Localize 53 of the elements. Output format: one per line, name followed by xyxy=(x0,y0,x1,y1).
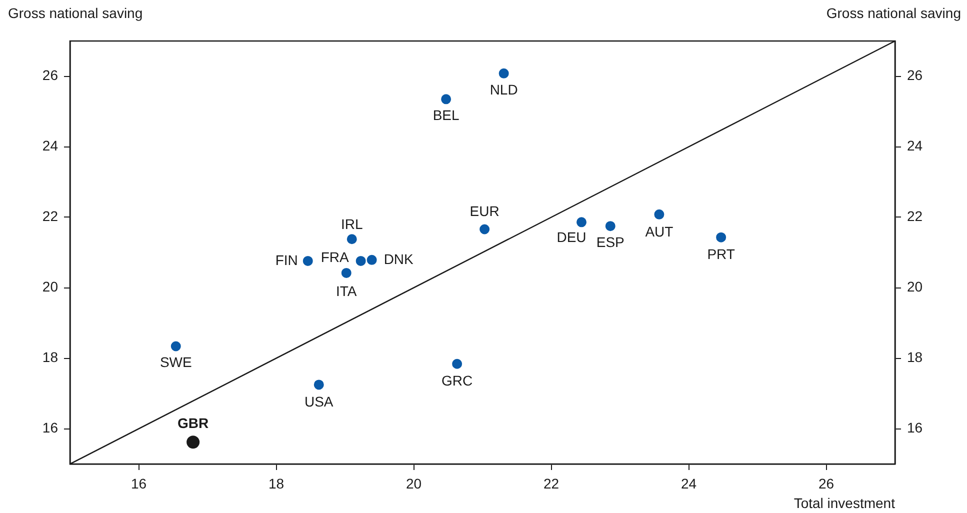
point xyxy=(356,256,366,266)
point xyxy=(576,217,586,228)
y2-tick-label: 24 xyxy=(907,138,923,154)
annotation: AUT xyxy=(645,223,674,240)
annotation: BEL xyxy=(432,107,460,124)
annotation: ESP xyxy=(596,234,624,250)
y2-axis-title: Gross national saving xyxy=(826,5,961,21)
y-tick-label: 18 xyxy=(42,349,58,366)
point xyxy=(498,68,509,78)
point xyxy=(716,232,726,242)
annotation: EUR xyxy=(470,203,500,220)
annotation: PRT xyxy=(707,246,736,262)
x-tick-label: 18 xyxy=(268,475,284,492)
point xyxy=(480,224,490,234)
y-tick-label: 26 xyxy=(42,67,58,84)
x-tick-label: 22 xyxy=(543,475,560,492)
x-axis-title: Total investment xyxy=(794,495,896,511)
annotation: GBR xyxy=(178,415,209,432)
point xyxy=(654,209,664,220)
point xyxy=(452,358,462,369)
point xyxy=(341,268,352,278)
point xyxy=(170,341,181,352)
annotation: DNK xyxy=(384,250,414,267)
annotation: FIN xyxy=(275,252,298,268)
annotation: USA xyxy=(304,394,334,410)
y2-tick-label: 20 xyxy=(907,278,923,295)
x-tick-label: 16 xyxy=(130,475,147,492)
point xyxy=(605,221,616,232)
y2-tick-label: 16 xyxy=(907,420,923,436)
point xyxy=(302,256,313,266)
annotation: GRC xyxy=(442,372,473,389)
x-tick-label: 24 xyxy=(680,475,697,492)
y-tick-label: 16 xyxy=(42,420,58,436)
point xyxy=(366,254,377,265)
x-tick-label: 26 xyxy=(818,475,834,492)
point xyxy=(346,234,357,244)
annotation: IRL xyxy=(340,216,363,232)
x-tick-label: 20 xyxy=(406,475,422,492)
annotation: ITA xyxy=(336,282,358,299)
y2-tick-label: 18 xyxy=(907,349,923,366)
point xyxy=(314,380,324,390)
annotation: DEU xyxy=(556,229,586,246)
point xyxy=(186,436,200,449)
annotation: NLD xyxy=(490,81,518,98)
annotation: FRA xyxy=(320,248,350,265)
y2-tick-label: 22 xyxy=(907,208,923,224)
y-tick-label: 22 xyxy=(42,208,58,224)
y2-tick-label: 26 xyxy=(907,67,923,84)
y-tick-label: 20 xyxy=(42,278,58,295)
y-tick-label: 24 xyxy=(42,138,58,154)
y-axis-title: Gross national saving xyxy=(8,5,143,21)
annotation: SWE xyxy=(160,354,192,370)
point xyxy=(441,94,452,104)
